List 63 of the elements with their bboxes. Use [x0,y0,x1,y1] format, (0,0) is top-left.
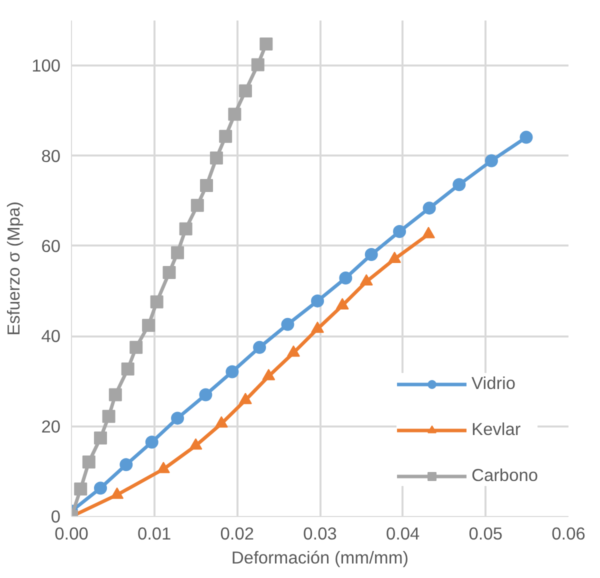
point [145,436,158,449]
x-axis-title: Deformación (mm/mm) [231,548,409,568]
point [190,198,204,212]
point [162,266,176,280]
x-tick-label: 0.01 [137,524,172,544]
point [339,271,352,284]
point [199,388,212,402]
x-tick-label: 0.00 [54,524,88,544]
y-tick-label: 0 [50,506,61,526]
point [94,432,107,445]
point [286,345,300,357]
y-tick-label: 40 [41,326,61,346]
point [108,388,122,402]
point [150,295,164,308]
point [171,246,184,260]
point [94,482,107,495]
point [179,222,192,236]
legend-label: Vidrio [472,373,516,394]
point [336,298,349,310]
point [130,340,143,354]
point [74,482,88,496]
point [281,318,294,331]
point [238,84,252,98]
y-tick-label: 80 [41,146,61,166]
point [110,487,124,499]
point [82,455,96,468]
point [210,152,223,165]
point [238,392,252,404]
point [121,362,134,376]
y-tick-label: 20 [41,416,61,436]
point [422,202,436,215]
point [484,154,498,168]
point [120,458,133,472]
legend-label: Kevlar [472,419,521,440]
x-tick-label: 0.02 [220,524,254,544]
point [156,462,170,474]
point [219,130,232,143]
point [102,410,116,423]
point [360,274,373,286]
point [189,438,202,450]
point [171,412,184,425]
legend-label: Carbono [472,465,538,486]
point [214,416,228,428]
x-tick-label: 0.05 [468,524,503,544]
y-tick-label: 60 [41,236,61,256]
point [253,340,266,354]
point [142,318,156,332]
point [393,225,406,238]
y-axis-title: Esfuerzo σ (Mpa) [4,202,24,336]
point [311,294,324,308]
point [226,365,239,378]
point [364,248,378,262]
point [520,130,533,144]
point [251,58,264,72]
point [260,37,273,50]
point [200,179,214,192]
x-tick-label: 0.04 [386,524,420,544]
point [452,178,466,192]
point [228,108,242,121]
y-tick-label: 100 [32,56,61,76]
x-tick-label: 0.06 [552,524,586,544]
x-tick-label: 0.03 [303,524,337,544]
point [262,368,276,380]
